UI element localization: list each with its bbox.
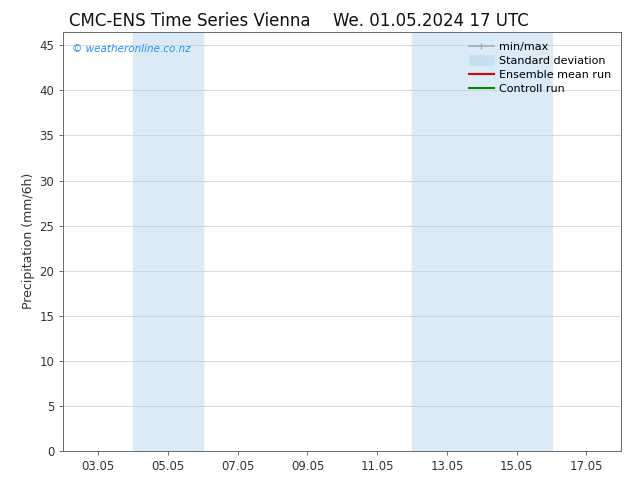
- Text: © weatheronline.co.nz: © weatheronline.co.nz: [72, 45, 191, 54]
- Bar: [412, 32, 482, 451]
- Legend: min/max, Standard deviation, Ensemble mean run, Controll run: min/max, Standard deviation, Ensemble me…: [465, 37, 616, 98]
- Bar: [482, 32, 552, 451]
- Text: CMC-ENS Time Series Vienna: CMC-ENS Time Series Vienna: [70, 12, 311, 30]
- Text: We. 01.05.2024 17 UTC: We. 01.05.2024 17 UTC: [333, 12, 529, 30]
- Bar: [133, 32, 203, 451]
- Y-axis label: Precipitation (mm/6h): Precipitation (mm/6h): [22, 173, 36, 310]
